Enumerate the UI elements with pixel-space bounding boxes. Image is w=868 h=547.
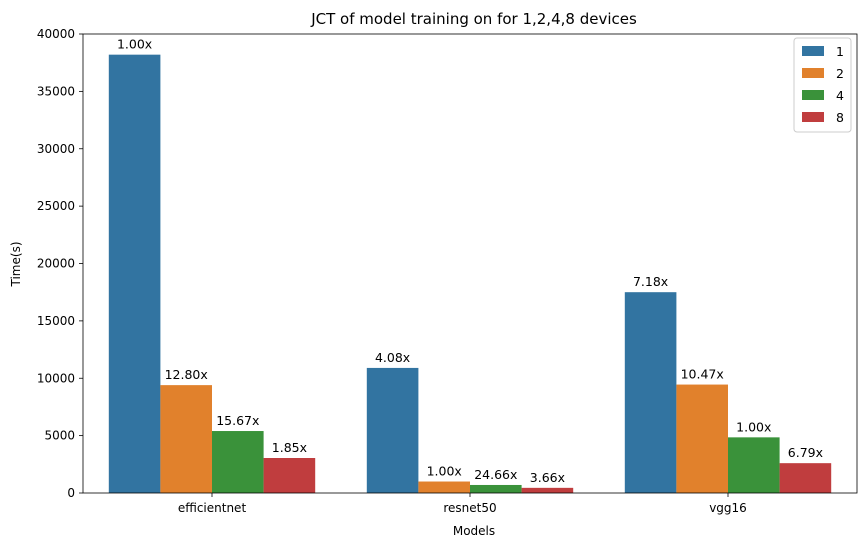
chart-title: JCT of model training on for 1,2,4,8 dev… xyxy=(310,10,637,28)
y-tick-label: 35000 xyxy=(37,84,75,98)
bar-resnet50-series-1 xyxy=(366,367,419,493)
bar-vgg16-series-8 xyxy=(779,463,832,493)
data-label-resnet50-series-8: 3.66x xyxy=(530,470,565,485)
legend-swatch-1 xyxy=(802,46,824,56)
bar-vgg16-series-4 xyxy=(728,437,780,493)
bar-vgg16-series-1 xyxy=(624,292,677,493)
legend: 1 2 4 8 xyxy=(793,37,852,133)
legend-swatch-8 xyxy=(802,112,824,122)
x-tick-label-resnet50: resnet50 xyxy=(443,501,496,515)
legend-swatch-2 xyxy=(802,68,824,78)
legend-label-8: 8 xyxy=(836,110,844,125)
data-label-vgg16-series-1: 7.18x xyxy=(633,274,668,289)
legend-swatch-4 xyxy=(802,90,824,100)
x-axis-label: Models xyxy=(453,524,495,538)
y-axis-label: Time(s) xyxy=(9,242,23,288)
legend-label-2: 2 xyxy=(836,66,844,81)
y-tick-label: 0 xyxy=(67,486,75,500)
y-tick-label: 5000 xyxy=(44,429,75,443)
y-tick-label: 15000 xyxy=(37,314,75,328)
data-label-resnet50-series-2: 1.00x xyxy=(427,464,462,479)
data-label-vgg16-series-4: 1.00x xyxy=(736,419,771,434)
data-label-efficientnet-series-4: 15.67x xyxy=(216,413,259,428)
legend-label-4: 4 xyxy=(836,88,844,103)
y-tick-label: 30000 xyxy=(37,142,75,156)
y-tick-label: 20000 xyxy=(37,257,75,271)
bar-resnet50-series-8 xyxy=(521,487,574,493)
legend-label-1: 1 xyxy=(836,44,844,59)
y-tick-label: 40000 xyxy=(37,27,75,41)
plot-area: 1.00x4.08x7.18x12.80x1.00x10.47x15.67x24… xyxy=(37,27,858,515)
data-label-efficientnet-series-1: 1.00x xyxy=(117,37,152,52)
data-label-vgg16-series-8: 6.79x xyxy=(788,445,823,460)
bar-efficientnet-series-2 xyxy=(160,385,212,493)
bar-efficientnet-series-8 xyxy=(263,458,316,493)
bar-efficientnet-series-1 xyxy=(108,54,161,493)
data-label-resnet50-series-4: 24.66x xyxy=(474,467,517,482)
y-tick-label: 10000 xyxy=(37,371,75,385)
x-tick-label-vgg16: vgg16 xyxy=(709,501,747,515)
x-tick-label-efficientnet: efficientnet xyxy=(178,501,247,515)
bar-vgg16-series-2 xyxy=(676,384,728,493)
data-label-resnet50-series-1: 4.08x xyxy=(375,350,410,365)
data-label-efficientnet-series-2: 12.80x xyxy=(165,367,208,382)
bar-efficientnet-series-4 xyxy=(212,431,264,493)
y-tick-label: 25000 xyxy=(37,199,75,213)
bar-resnet50-series-4 xyxy=(470,484,522,493)
data-label-vgg16-series-2: 10.47x xyxy=(681,367,724,382)
data-label-efficientnet-series-8: 1.85x xyxy=(272,440,307,455)
legend-box xyxy=(793,37,852,133)
bar-resnet50-series-2 xyxy=(418,481,470,493)
